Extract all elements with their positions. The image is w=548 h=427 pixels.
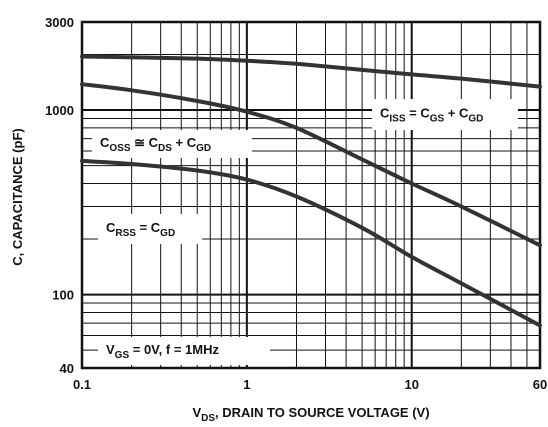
ciss-label-box (372, 99, 518, 130)
coss-label-box (92, 130, 252, 158)
condition-label: VGS = 0V, f = 1MHz (106, 342, 219, 361)
x-tick-label: 60 (533, 377, 547, 392)
ciss-curve (80, 54, 542, 89)
crss-label-box (98, 214, 202, 244)
tick-labels: 0.1 1 10 60 3000 1000 100 40 (45, 15, 547, 392)
x-tick-label: 0.1 (73, 377, 91, 392)
coss-label: COSS ≅ CDS + CGD (100, 135, 211, 154)
y-tick-label: 1000 (45, 103, 74, 118)
series-group (80, 54, 542, 328)
y-tick-label: 40 (60, 361, 74, 376)
axis-titles: VDS, DRAIN TO SOURCE VOLTAGE (V) C, CAPAC… (10, 128, 430, 424)
grid (80, 20, 542, 370)
ciss-label: CISS = CGS + CGD (380, 106, 483, 125)
condition-label-box (98, 337, 270, 365)
crss-label: CRSS = CGD (106, 220, 175, 239)
y-axis-title: C, CAPACITANCE (pF) (10, 128, 25, 265)
x-axis-title: VDS, DRAIN TO SOURCE VOLTAGE (V) (192, 405, 429, 424)
y-tick-label: 3000 (45, 15, 74, 30)
x-tick-label: 10 (404, 377, 418, 392)
x-tick-label: 1 (243, 377, 250, 392)
coss-curve (80, 82, 542, 248)
y-tick-label: 100 (52, 288, 74, 303)
annotations: CISS = CGS + CGD COSS ≅ CDS + CGD CRSS = C… (92, 99, 518, 365)
plot-frame (80, 20, 542, 370)
crss-curve (80, 158, 542, 328)
